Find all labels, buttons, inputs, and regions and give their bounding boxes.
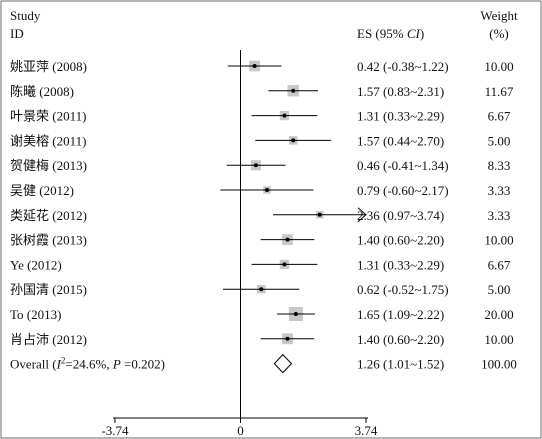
study-row: 肖占沛 (2012) 1.40 (0.60~2.20) 10.00: [10, 332, 514, 347]
header-weight-unit: (%): [489, 26, 509, 41]
point-estimate: [291, 138, 296, 143]
point-estimate: [259, 287, 264, 292]
ci-arrow: [357, 207, 367, 223]
point-estimate: [282, 262, 287, 267]
es-ci-label: 1.31 (0.33~2.29): [357, 257, 444, 272]
header-es-text: ES (95%: [357, 26, 407, 41]
header-es-close: ): [420, 26, 424, 41]
x-tick-label: 3.74: [355, 423, 378, 438]
weight-label: 10.00: [484, 233, 513, 248]
es-ci-label: 1.65 (1.09~2.22): [357, 307, 444, 322]
study-row: 孙国清 (2015) 0.62 (-0.52~1.75) 5.00: [10, 282, 510, 297]
overall-label-part: 2: [61, 356, 66, 366]
weight-label: 8.33: [488, 158, 511, 173]
header-weight: Weight: [480, 8, 518, 23]
study-row: 类延花 (2012) 2.36 (0.97~3.74) 3.33: [10, 207, 511, 223]
study-row: 张树霞 (2013) 1.40 (0.60~2.20) 10.00: [10, 233, 514, 248]
study-label: To (2013): [10, 307, 61, 322]
overall-es-ci-label: 1.26 (1.01~1.52): [357, 357, 444, 372]
overall-label-part: I: [56, 357, 62, 372]
header-es-ci-italic: CI: [407, 26, 421, 41]
study-row: 陈曦 (2008) 1.57 (0.83~2.31) 11.67: [10, 84, 514, 99]
es-ci-label: 1.40 (0.60~2.20): [357, 233, 444, 248]
point-estimate: [285, 237, 290, 242]
weight-label: 3.33: [488, 183, 511, 198]
x-tick-label: -3.74: [101, 423, 129, 438]
es-ci-label: 1.57 (0.44~2.70): [357, 133, 444, 148]
study-row: 贺健梅 (2013) 0.46 (-0.41~1.34) 8.33: [10, 158, 510, 173]
es-ci-label: 0.62 (-0.52~1.75): [357, 282, 449, 297]
overall-label: Overall (I2=24.6%, P =0.202): [10, 356, 165, 372]
point-estimate: [317, 212, 322, 217]
x-axis-ticks: -3.74 0 3.74: [101, 418, 378, 438]
es-ci-label: 1.40 (0.60~2.20): [357, 332, 444, 347]
overall-weight-label: 100.00: [481, 357, 517, 372]
header-es: ES (95% CI): [357, 26, 424, 41]
study-row: 叶景荣 (2011) 1.31 (0.33~2.29) 6.67: [10, 109, 511, 124]
header-study: Study: [10, 8, 41, 23]
es-ci-label: 1.57 (0.83~2.31): [357, 84, 444, 99]
point-estimate: [265, 188, 270, 192]
point-estimate: [293, 312, 298, 316]
study-row: To (2013) 1.65 (1.09~2.22) 20.00: [10, 307, 514, 322]
overall-label-part: Overall (: [10, 357, 57, 372]
overall-label-part: =24.6%,: [65, 357, 112, 372]
study-label: 肖占沛 (2012): [10, 332, 87, 347]
overall-label-part: =0.202): [121, 357, 165, 372]
study-label: 张树霞 (2013): [10, 233, 87, 248]
study-rows: 姚亚萍 (2008) 0.42 (-0.38~1.22) 10.00 陈曦 (2008…: [10, 59, 514, 347]
study-label: 姚亚萍 (2008): [10, 59, 87, 74]
study-label: 贺健梅 (2013): [10, 158, 87, 173]
weight-label: 10.00: [484, 332, 513, 347]
weight-label: 5.00: [488, 282, 511, 297]
study-label: 吴健 (2012): [10, 183, 74, 198]
es-ci-label: 2.36 (0.97~3.74): [357, 208, 444, 223]
overall-diamond: [273, 353, 293, 374]
study-label: 叶景荣 (2011): [10, 109, 86, 124]
study-label: Ye (2012): [10, 257, 62, 272]
overall-label-part: P: [112, 357, 121, 372]
header-id: ID: [10, 26, 24, 41]
study-row: 吴健 (2012) 0.79 (-0.60~2.17) 3.33: [10, 183, 510, 198]
weight-label: 10.00: [484, 59, 513, 74]
es-ci-label: 0.79 (-0.60~2.17): [357, 183, 449, 198]
weight-label: 6.67: [488, 109, 511, 124]
study-row: 姚亚萍 (2008) 0.42 (-0.38~1.22) 10.00: [10, 59, 514, 74]
weight-label: 20.00: [484, 307, 513, 322]
point-estimate: [282, 113, 287, 118]
study-label: 谢美榕 (2011): [10, 133, 86, 148]
es-ci-label: 1.31 (0.33~2.29): [357, 109, 444, 124]
weight-label: 3.33: [488, 208, 511, 223]
x-tick-label: 0: [237, 423, 244, 438]
study-label: 陈曦 (2008): [10, 84, 74, 99]
study-label: 孙国清 (2015): [10, 282, 87, 297]
weight-label: 11.67: [485, 84, 514, 99]
study-label: 类延花 (2012): [10, 208, 87, 223]
es-ci-label: 0.46 (-0.41~1.34): [357, 158, 449, 173]
study-row: Ye (2012) 1.31 (0.33~2.29) 6.67: [10, 257, 511, 272]
point-estimate: [291, 88, 296, 93]
weight-label: 6.67: [488, 257, 511, 272]
es-ci-label: 0.42 (-0.38~1.22): [357, 59, 449, 74]
point-estimate: [252, 64, 257, 68]
study-row: 谢美榕 (2011) 1.57 (0.44~2.70) 5.00: [10, 133, 510, 148]
weight-label: 5.00: [488, 133, 511, 148]
overall-row: Overall (I2=24.6%, P =0.202) 1.26 (1.01~1…: [10, 353, 517, 374]
point-estimate: [285, 336, 290, 341]
point-estimate: [253, 163, 258, 168]
